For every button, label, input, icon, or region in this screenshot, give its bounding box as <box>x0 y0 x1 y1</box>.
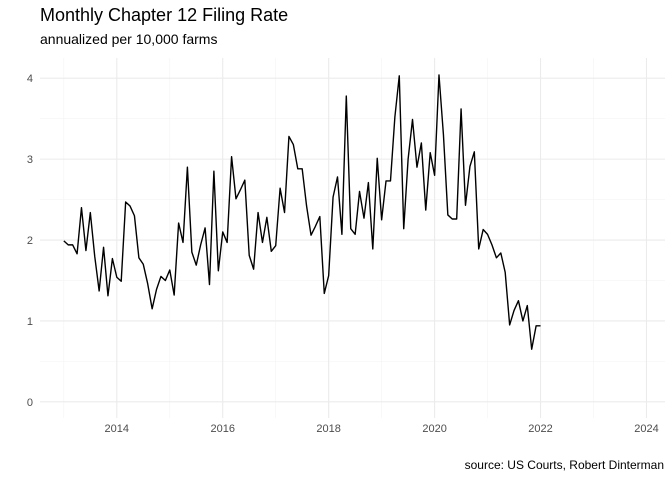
chart-title: Monthly Chapter 12 Filing Rate <box>40 5 289 25</box>
y-tick-label: 2 <box>27 235 33 247</box>
y-tick-label: 0 <box>27 397 33 409</box>
x-tick-label: 2014 <box>105 423 129 435</box>
chart-caption: source: US Courts, Robert Dinterman <box>464 458 664 472</box>
x-tick-label: 2022 <box>528 423 552 435</box>
chart-subtitle: annualized per 10,000 farms <box>40 31 218 47</box>
x-tick-label: 2018 <box>316 423 340 435</box>
y-tick-label: 3 <box>27 154 33 166</box>
x-tick-label: 2016 <box>210 423 234 435</box>
y-axis-ticks: 0 1 2 3 4 <box>27 73 33 409</box>
x-tick-label: 2020 <box>422 423 446 435</box>
grid <box>40 58 665 418</box>
y-tick-label: 4 <box>27 73 33 85</box>
x-tick-label: 2024 <box>634 423 658 435</box>
y-tick-label: 1 <box>27 316 33 328</box>
x-axis-ticks: 2014 2016 2018 2020 2022 2024 <box>105 423 659 435</box>
series-line <box>63 74 541 350</box>
